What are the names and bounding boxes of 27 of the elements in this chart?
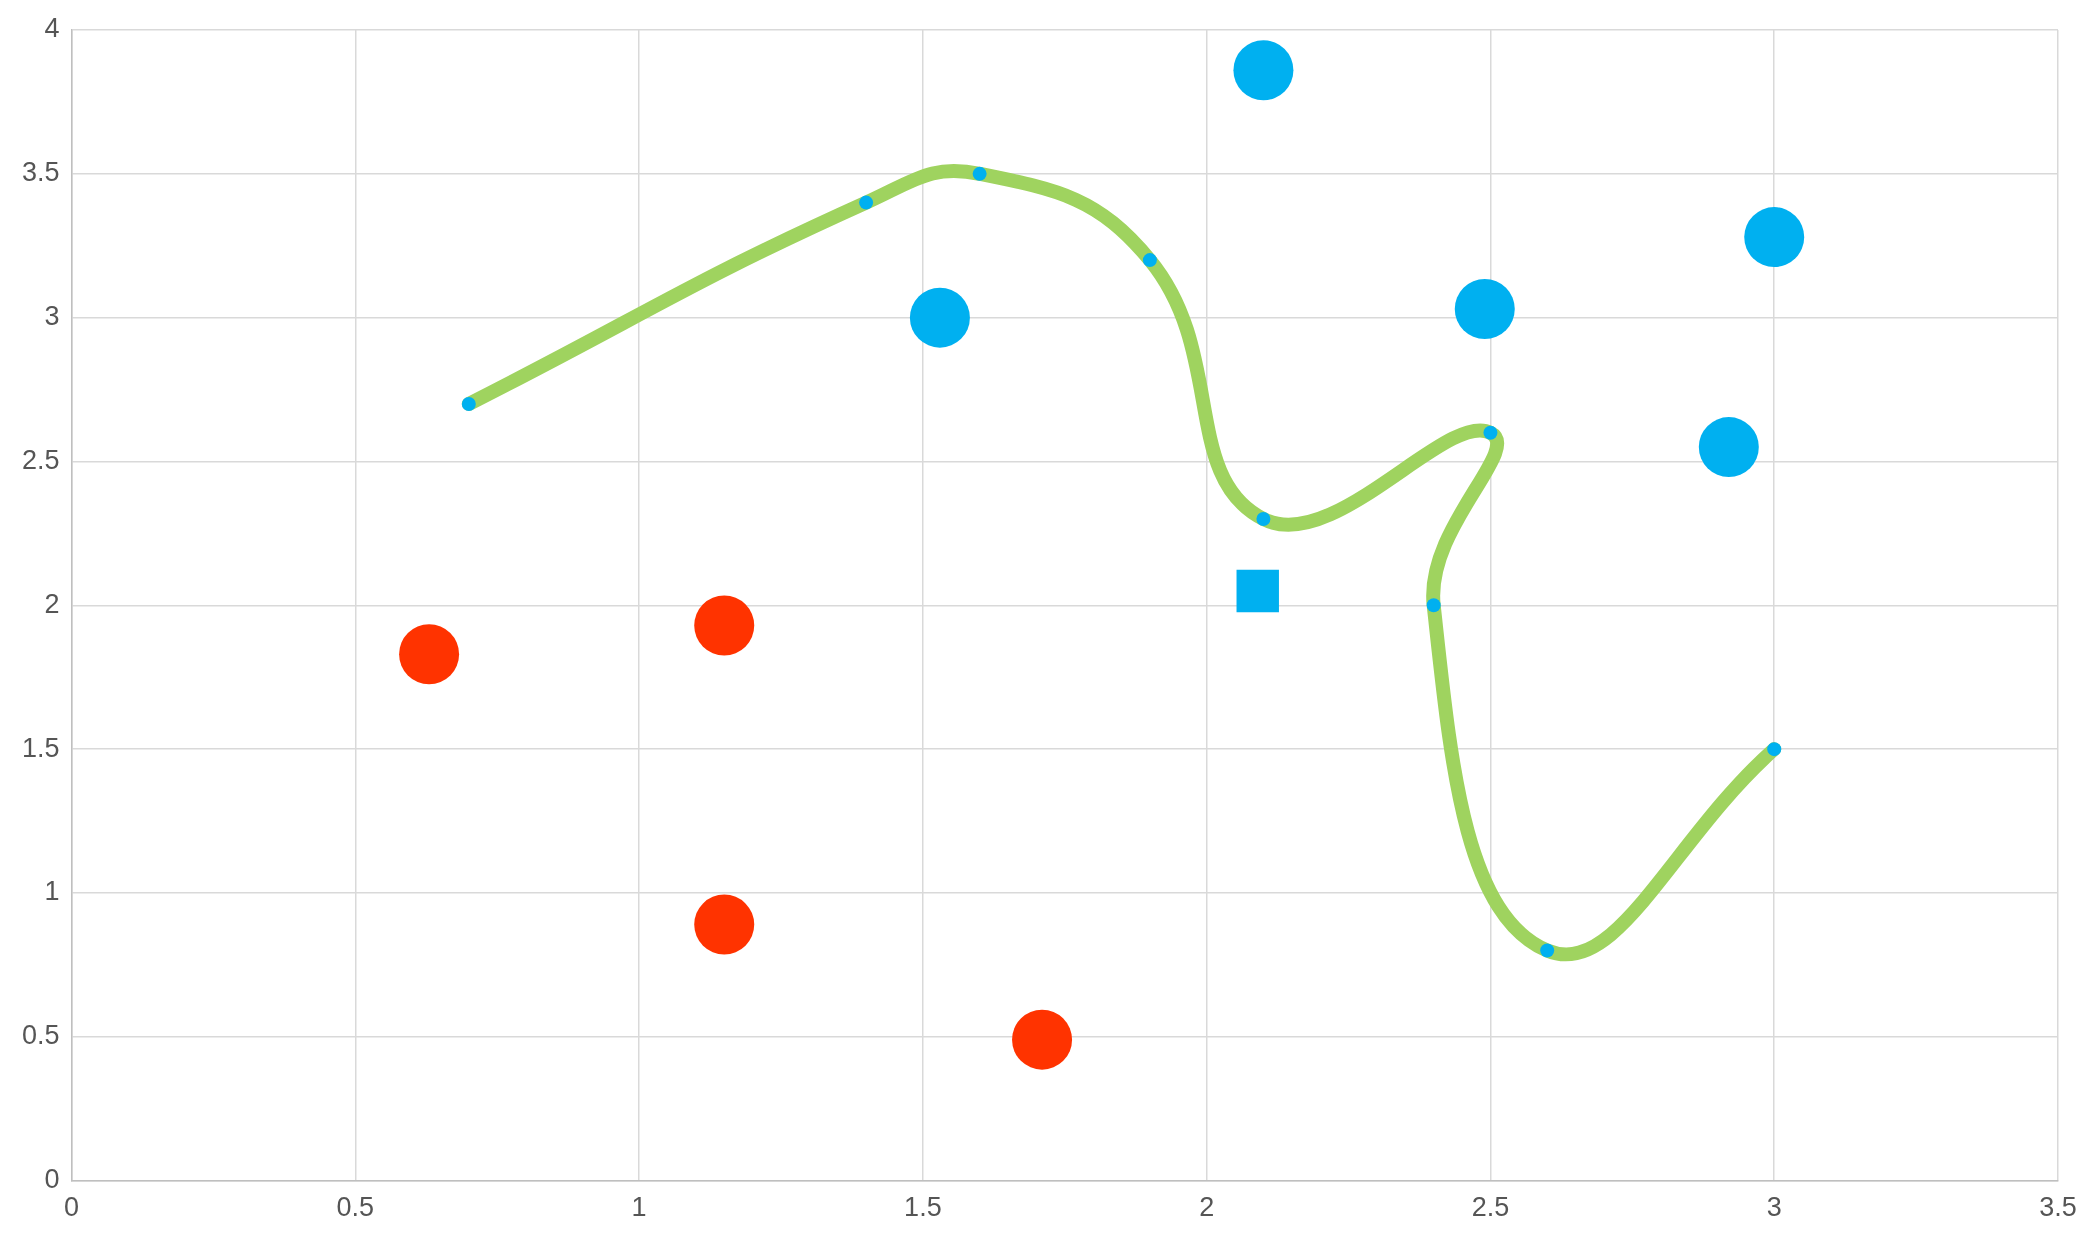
point — [1698, 417, 1759, 478]
point — [1744, 207, 1805, 268]
y-tick-label: 2.5 — [21, 444, 60, 475]
x-tick-label: 1 — [631, 1192, 647, 1223]
x-tick-label: 2.5 — [1471, 1192, 1510, 1223]
point — [1236, 569, 1279, 613]
x-tick-label: 0.5 — [336, 1192, 375, 1223]
x-tick-label: 3 — [1766, 1192, 1782, 1223]
y-tick-label: 1 — [44, 876, 60, 907]
x-tick-label: 2 — [1199, 1192, 1215, 1223]
point — [1012, 1009, 1073, 1070]
point — [1454, 279, 1515, 340]
y-tick-label: 3 — [44, 301, 60, 332]
x-tick-label: 0 — [64, 1192, 80, 1223]
point — [694, 894, 755, 955]
point — [909, 287, 970, 348]
point — [694, 595, 755, 656]
y-tick-label: 4 — [44, 13, 60, 44]
x-tick-label: 3.5 — [2039, 1192, 2077, 1223]
y-tick-label: 0 — [44, 1164, 60, 1195]
y-tick-label: 2 — [44, 588, 60, 619]
y-tick-label: 0.5 — [21, 1020, 60, 1051]
y-tick-label: 3.5 — [21, 157, 60, 188]
point — [1233, 40, 1294, 101]
x-tick-label: 1.5 — [904, 1192, 942, 1223]
y-tick-label: 1.5 — [21, 732, 60, 763]
point — [399, 624, 460, 685]
